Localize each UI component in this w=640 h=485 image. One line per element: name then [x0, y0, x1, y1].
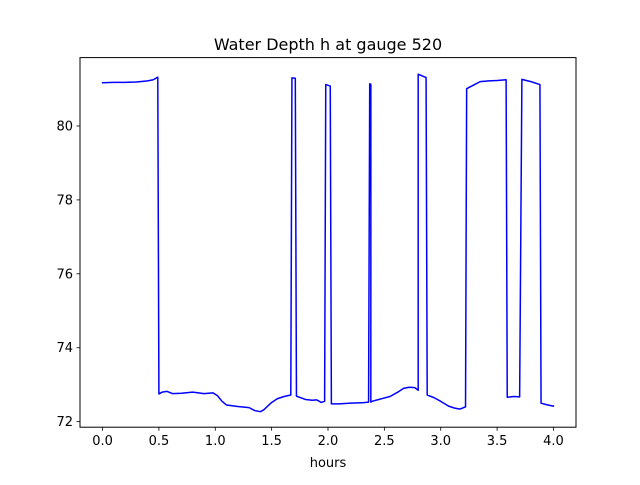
- y-tick-label: 78: [56, 193, 73, 208]
- x-tick-label: 4.0: [543, 434, 564, 449]
- y-tick-label: 72: [56, 415, 73, 430]
- chart-title: Water Depth h at gauge 520: [214, 35, 442, 54]
- x-tick-label: 2.5: [374, 434, 395, 449]
- x-tick-label: 3.0: [430, 434, 451, 449]
- x-tick-label: 1.0: [205, 434, 226, 449]
- y-tick-label: 80: [56, 119, 73, 134]
- plot-area: [80, 57, 576, 428]
- y-tick-label: 74: [56, 341, 73, 356]
- x-axis-label: hours: [310, 456, 347, 471]
- x-tick-label: 1.5: [261, 434, 282, 449]
- x-axis: 0.0 0.5 1.0 1.5 2.0 2.5 3.0 3.5 4.0: [92, 427, 564, 449]
- x-tick-label: 0.5: [149, 434, 170, 449]
- x-tick-label: 0.0: [92, 434, 113, 449]
- x-tick-label: 3.5: [487, 434, 508, 449]
- series-line: [101, 73, 555, 413]
- y-tick-label: 76: [56, 267, 73, 282]
- data-layer: [101, 73, 555, 413]
- y-axis: 72 74 76 78 80: [56, 119, 80, 430]
- x-tick-label: 2.0: [318, 434, 339, 449]
